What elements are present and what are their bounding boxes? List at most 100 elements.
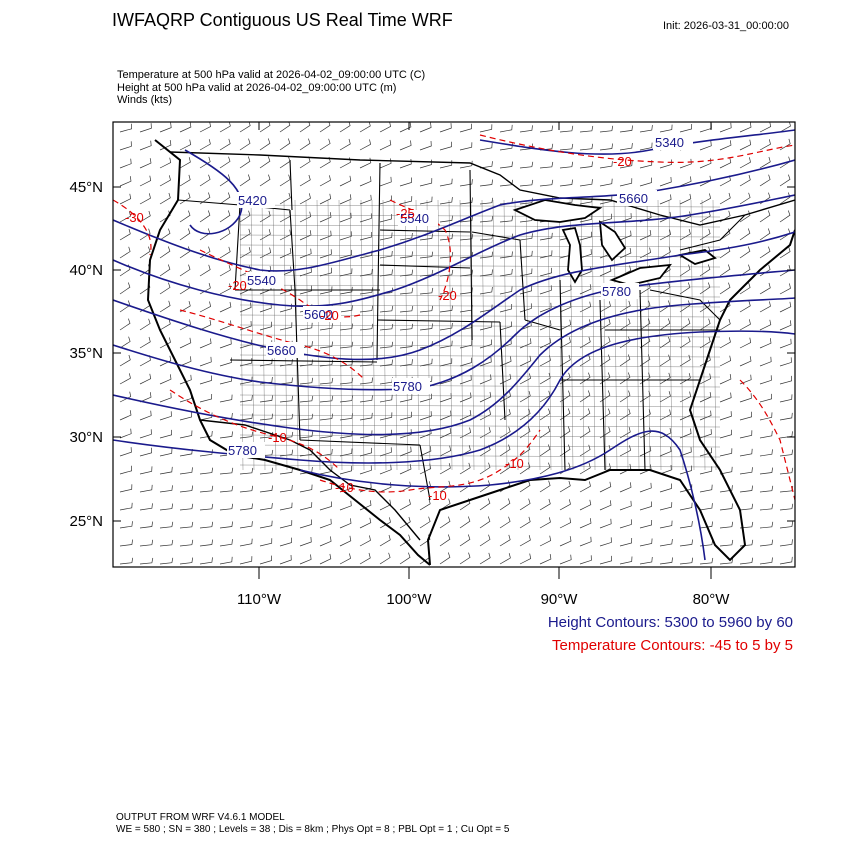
wind-barb bbox=[479, 179, 493, 187]
wind-barb bbox=[319, 377, 334, 385]
wind-barb bbox=[359, 465, 372, 475]
wind-barb bbox=[339, 448, 353, 457]
wind-barb bbox=[659, 539, 673, 547]
wind-barb bbox=[679, 229, 691, 241]
init-time: Init: 2026-03-31_00:00:00 bbox=[663, 20, 789, 32]
wind-barb bbox=[259, 538, 273, 547]
wind-barb bbox=[159, 228, 171, 241]
wind-barb bbox=[759, 539, 774, 547]
wind-barb bbox=[439, 251, 454, 259]
wind-barb bbox=[179, 557, 194, 565]
wind-barb bbox=[639, 538, 653, 547]
lat-label-35: 35°N bbox=[69, 345, 103, 362]
wind-barb bbox=[219, 320, 232, 331]
wind-barb bbox=[319, 138, 331, 151]
height-label-5340: 5340 bbox=[655, 135, 684, 150]
county-line bbox=[646, 199, 651, 471]
wind-barb bbox=[459, 197, 473, 205]
county-line bbox=[580, 199, 585, 471]
wind-barb bbox=[259, 174, 271, 187]
wind-barb bbox=[759, 503, 774, 511]
wind-barb bbox=[139, 503, 153, 511]
wind-barb bbox=[159, 485, 173, 493]
wind-barb bbox=[779, 375, 792, 385]
wind-barb bbox=[379, 534, 391, 547]
wind-barb bbox=[159, 557, 174, 565]
wind-barb bbox=[139, 484, 153, 493]
wind-barb bbox=[559, 337, 571, 349]
wind-barb bbox=[119, 176, 132, 187]
wind-barb bbox=[659, 124, 673, 133]
wind-barb bbox=[759, 319, 772, 331]
wind-barb bbox=[639, 445, 652, 457]
wind-barb bbox=[339, 395, 354, 403]
wind-barb bbox=[139, 175, 152, 187]
wind-barb bbox=[139, 228, 151, 241]
county-line bbox=[239, 384, 721, 388]
wind-barb bbox=[719, 318, 731, 331]
wind-barb bbox=[679, 282, 691, 295]
county-line bbox=[426, 199, 431, 471]
height-contour-labels: 5340 5420 5540 5660 5540 5600 5660 5780 … bbox=[227, 134, 693, 458]
wind-barb bbox=[119, 391, 132, 403]
wind-barb bbox=[539, 179, 554, 187]
wind-barb bbox=[439, 197, 453, 205]
height-label-5660-east: 5660 bbox=[619, 191, 648, 206]
wind-barb bbox=[299, 211, 312, 223]
wind-barb bbox=[659, 229, 672, 241]
wind-barb bbox=[399, 411, 412, 421]
wind-barb bbox=[599, 125, 614, 133]
winds-description: Winds (kts) bbox=[117, 94, 172, 106]
wind-barb bbox=[279, 554, 292, 565]
wind-barb bbox=[519, 426, 531, 439]
wind-barb bbox=[599, 500, 612, 511]
wind-barb bbox=[519, 516, 531, 529]
wind-barb bbox=[539, 320, 552, 331]
wind-barb bbox=[159, 411, 172, 421]
wind-barb bbox=[719, 521, 734, 529]
wind-barb bbox=[199, 174, 211, 187]
wind-barb bbox=[439, 427, 452, 439]
wind-barb bbox=[439, 463, 451, 475]
wind-barb bbox=[339, 194, 352, 205]
wind-barb bbox=[119, 539, 133, 547]
wind-barb bbox=[119, 141, 132, 151]
wind-barb bbox=[199, 521, 214, 529]
wind-barb bbox=[279, 138, 291, 151]
wind-barb bbox=[199, 246, 211, 259]
wind-barb bbox=[619, 463, 632, 475]
wind-barb bbox=[359, 517, 372, 529]
wind-barb bbox=[219, 138, 231, 151]
wind-barb bbox=[219, 357, 232, 367]
wind-barb bbox=[659, 520, 673, 529]
wind-barb bbox=[259, 156, 271, 169]
wind-barb bbox=[499, 356, 512, 367]
wind-barb bbox=[699, 228, 711, 241]
wind-barb bbox=[439, 552, 451, 565]
wind-barb bbox=[539, 408, 551, 421]
wind-barb bbox=[439, 410, 452, 421]
wind-barb bbox=[719, 264, 731, 277]
wind-barb bbox=[419, 358, 433, 367]
wind-barb bbox=[379, 139, 392, 151]
wind-barb bbox=[199, 210, 211, 223]
wind-barb bbox=[459, 480, 471, 493]
wind-barb bbox=[759, 228, 771, 241]
wind-barb bbox=[539, 372, 551, 385]
wind-barb bbox=[419, 446, 432, 457]
wind-barb bbox=[659, 354, 671, 367]
wind-barb bbox=[579, 143, 594, 151]
wind-barb bbox=[379, 464, 392, 475]
wind-barb bbox=[459, 215, 474, 223]
wind-barb bbox=[259, 467, 274, 475]
lon-label-100: 100°W bbox=[386, 591, 432, 608]
wind-barb bbox=[339, 323, 354, 331]
wind-barb bbox=[239, 395, 253, 403]
wind-barb bbox=[559, 426, 571, 439]
wind-barb bbox=[599, 266, 612, 277]
wind-barb bbox=[279, 467, 293, 475]
wind-barb bbox=[179, 485, 194, 493]
wind-barb bbox=[639, 318, 651, 331]
height-label-5420: 5420 bbox=[238, 193, 267, 208]
us-coastline bbox=[146, 139, 795, 566]
